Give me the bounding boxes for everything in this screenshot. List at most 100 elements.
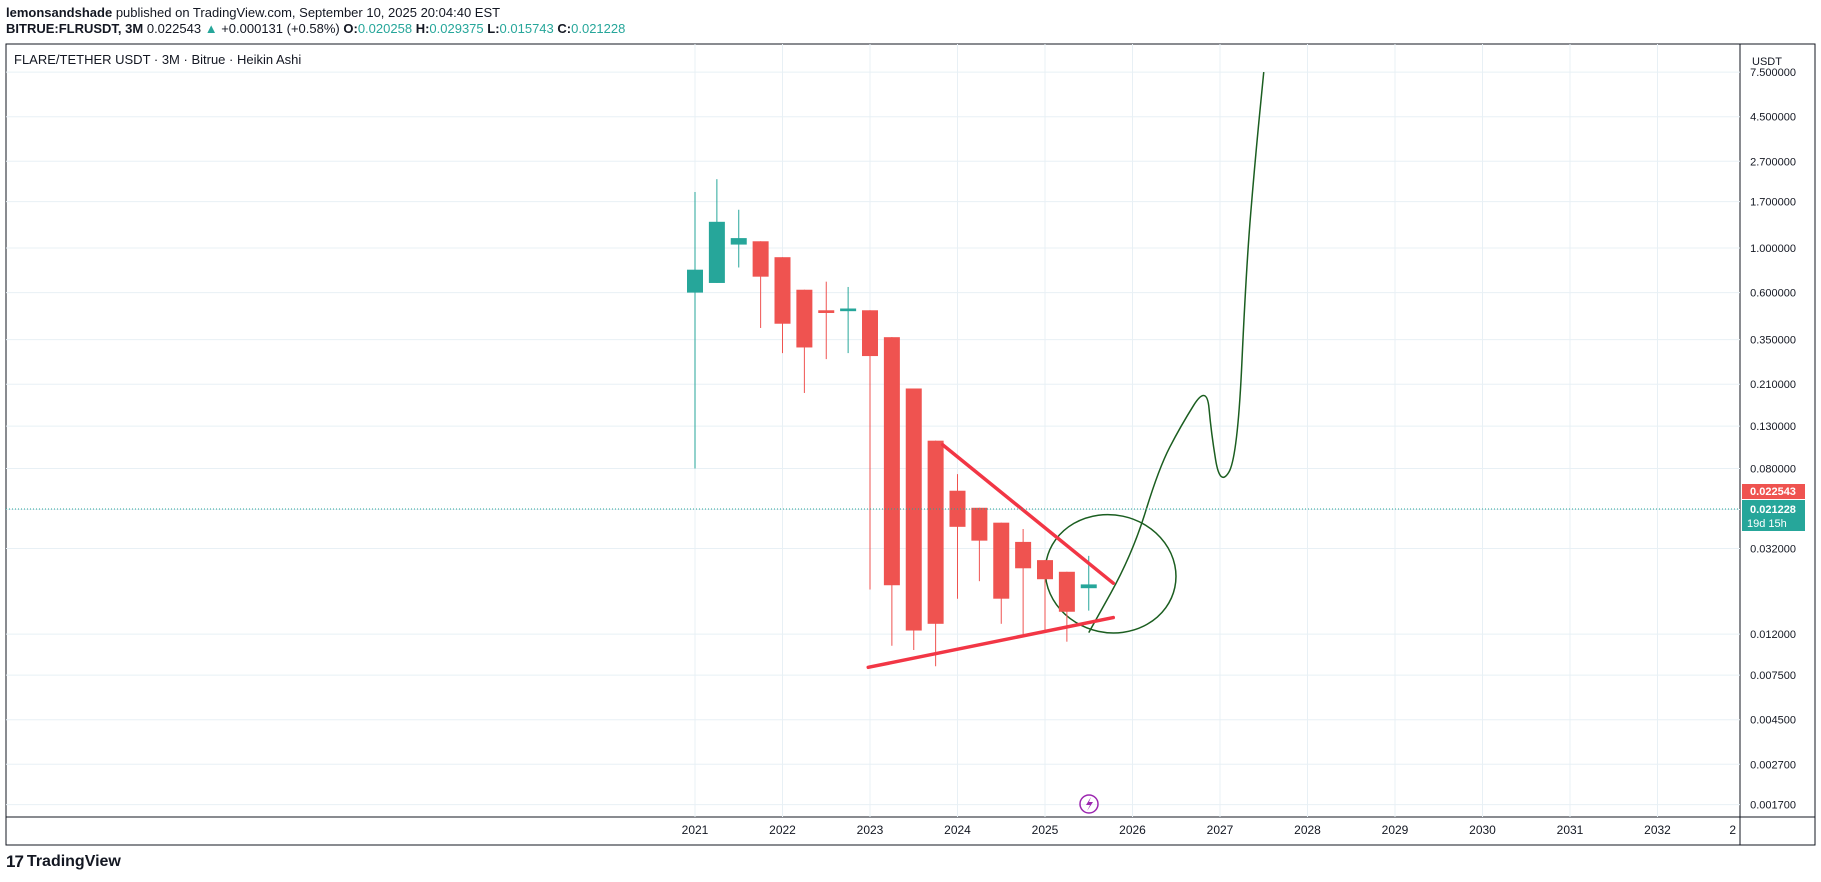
last-price: 0.022543 — [146, 21, 202, 36]
candle — [883, 337, 900, 646]
candle-body — [840, 308, 857, 312]
price-tick-label: 0.004500 — [1750, 715, 1796, 727]
candle-body — [1015, 541, 1032, 569]
candle — [949, 474, 966, 599]
price-tick-label: 2.700000 — [1750, 156, 1796, 168]
candle-body — [818, 310, 835, 313]
time-tick-label: 2029 — [1382, 823, 1409, 837]
price-tick-label: 0.210000 — [1750, 379, 1796, 391]
time-tick-label: 2026 — [1119, 823, 1146, 837]
author-name[interactable]: lemonsandshade — [6, 5, 113, 20]
candle-body — [1037, 560, 1053, 580]
countdown-text: 19d 15h — [1747, 518, 1787, 530]
candle — [927, 440, 944, 667]
price-tick-label: 4.500000 — [1750, 112, 1796, 124]
candle-body — [971, 507, 988, 541]
high-value: 0.029375 — [429, 21, 484, 36]
candle — [1015, 528, 1032, 635]
candle-body — [927, 440, 944, 624]
price-tick-label: 0.007500 — [1750, 670, 1796, 682]
time-tick-label: 2024 — [944, 823, 971, 837]
candle-body — [708, 221, 725, 283]
tradingview-logo[interactable]: 17 TradingView — [6, 852, 121, 872]
last-price-tag: 0.022543 — [1742, 484, 1805, 499]
current-price-tag: 0.021228 19d 15h — [1742, 500, 1805, 531]
candle — [796, 289, 813, 393]
candle — [1058, 571, 1075, 642]
close-label: C: — [557, 21, 572, 36]
candle — [708, 179, 725, 283]
price-tick-label: 7.500000 — [1750, 67, 1796, 79]
candle-body — [687, 269, 703, 293]
candle — [730, 209, 747, 268]
candle-body — [905, 388, 922, 631]
publish-info: lemonsandshade published on TradingView.… — [6, 5, 500, 20]
trendline-lower — [866, 615, 1115, 670]
change-value: +0.000131 (+0.58%) — [221, 21, 340, 36]
grid — [6, 44, 1740, 817]
candle-body — [883, 337, 900, 586]
candle-body — [993, 522, 1010, 599]
candle — [818, 281, 835, 360]
close-value: 0.021228 — [571, 21, 626, 36]
candle-body — [1080, 584, 1097, 589]
candle-body — [774, 257, 791, 324]
time-tick-label: 2027 — [1207, 823, 1234, 837]
candle — [774, 257, 791, 354]
candle-body — [1058, 571, 1075, 612]
published-text: published on TradingView.com, September … — [115, 5, 501, 20]
low-value: 0.015743 — [499, 21, 554, 36]
price-tick-label: 0.032000 — [1750, 543, 1796, 555]
candle-body — [730, 238, 747, 245]
time-tick-label: 2022 — [769, 823, 796, 837]
trendline-upper — [940, 442, 1115, 585]
candles — [687, 179, 1097, 667]
price-tick-label: 0.002700 — [1750, 759, 1796, 771]
time-tick-label: 2023 — [857, 823, 884, 837]
price-axis[interactable]: 7.500000 4.500000 2.700000 1.700000 1.000000… — [1750, 67, 1796, 812]
candle — [905, 388, 922, 650]
candle — [1037, 560, 1053, 631]
time-tick-label: 2 — [1729, 823, 1736, 837]
chart-frame — [5, 43, 1816, 846]
candle — [862, 310, 878, 590]
pane-title: FLARE/TETHER USDT · 3M · Bitrue · Heikin… — [14, 52, 301, 67]
logo-mark-icon: 17 — [6, 852, 24, 871]
events-icon[interactable] — [1079, 794, 1099, 814]
price-tick-label: 0.012000 — [1750, 629, 1796, 641]
currency-label[interactable]: USDT — [1752, 56, 1782, 68]
price-tick-label: 0.600000 — [1750, 288, 1796, 300]
change-arrow-icon: ▲ — [204, 21, 218, 36]
price-tick-label: 0.350000 — [1750, 335, 1796, 347]
time-tick-label: 2031 — [1557, 823, 1584, 837]
ohlc-legend: BITRUE:FLRUSDT, 3M 0.022543 ▲ +0.000131 … — [6, 21, 625, 36]
price-tick-label: 0.130000 — [1750, 421, 1796, 433]
low-label: L: — [487, 21, 500, 36]
open-value: 0.020258 — [357, 21, 413, 36]
last-price-tag-text: 0.022543 — [1750, 486, 1796, 498]
time-tick-label: 2030 — [1469, 823, 1496, 837]
price-tick-label: 1.700000 — [1750, 197, 1796, 209]
time-tick-label: 2028 — [1294, 823, 1321, 837]
candle — [971, 507, 988, 582]
drawings — [1044, 71, 1265, 634]
time-axis[interactable]: 2021 2022 2023 2024 2025 2026 2027 2028 2029 2030… — [682, 823, 1737, 837]
candle — [752, 241, 769, 328]
candle-body — [752, 241, 769, 277]
time-tick-label: 2025 — [1032, 823, 1059, 837]
current-price-tag-text: 0.021228 — [1750, 504, 1796, 516]
price-tick-label: 1.000000 — [1750, 243, 1796, 255]
high-label: H: — [415, 21, 430, 36]
symbol-label: BITRUE:FLRUSDT, 3M — [6, 21, 144, 36]
price-tick-label: 0.001700 — [1750, 800, 1796, 812]
price-tick-label: 0.080000 — [1750, 463, 1796, 475]
time-tick-label: 2032 — [1644, 823, 1671, 837]
candle — [993, 522, 1010, 624]
open-label: O: — [343, 21, 358, 36]
projection-drawing — [1088, 71, 1265, 634]
time-tick-label: 2021 — [682, 823, 709, 837]
candle — [840, 286, 857, 354]
logo-text: TradingView — [26, 853, 121, 870]
candle-body — [862, 310, 878, 357]
